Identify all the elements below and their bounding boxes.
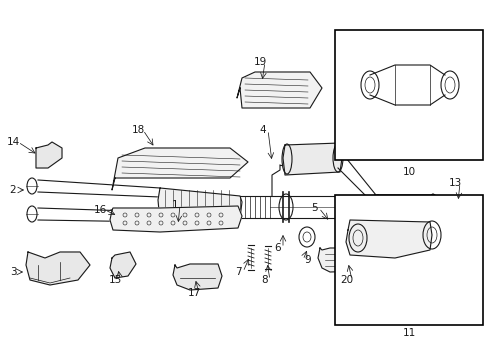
Text: 11: 11	[402, 328, 416, 338]
Bar	[335, 195, 483, 325]
Text: 5: 5	[311, 203, 318, 213]
Text: 13: 13	[448, 178, 462, 188]
Bar	[335, 30, 483, 160]
Polygon shape	[283, 143, 342, 175]
Text: 10: 10	[402, 167, 416, 177]
Polygon shape	[158, 188, 242, 222]
Polygon shape	[36, 142, 62, 168]
Polygon shape	[26, 252, 90, 285]
Text: 16: 16	[94, 205, 107, 215]
Text: 7: 7	[235, 267, 241, 277]
Text: 6: 6	[275, 243, 281, 253]
Text: 17: 17	[187, 288, 200, 298]
Polygon shape	[373, 195, 437, 235]
Polygon shape	[346, 220, 432, 258]
Text: 12: 12	[351, 37, 365, 47]
Text: 9: 9	[305, 255, 311, 265]
Text: 2: 2	[10, 185, 16, 195]
Text: 4: 4	[260, 125, 266, 135]
Text: 20: 20	[341, 275, 354, 285]
Text: 12: 12	[451, 50, 465, 60]
Polygon shape	[110, 252, 136, 278]
Polygon shape	[237, 72, 322, 108]
Polygon shape	[173, 264, 222, 290]
Text: 3: 3	[10, 267, 16, 277]
Text: 12: 12	[441, 200, 455, 210]
Text: 1: 1	[172, 200, 178, 210]
Text: 14: 14	[6, 137, 20, 147]
Polygon shape	[318, 248, 395, 272]
Polygon shape	[110, 206, 242, 232]
Polygon shape	[112, 148, 248, 190]
Text: 8: 8	[262, 275, 269, 285]
Text: 19: 19	[253, 57, 267, 67]
Text: 15: 15	[108, 275, 122, 285]
Text: 18: 18	[131, 125, 145, 135]
Text: 12: 12	[333, 250, 346, 260]
